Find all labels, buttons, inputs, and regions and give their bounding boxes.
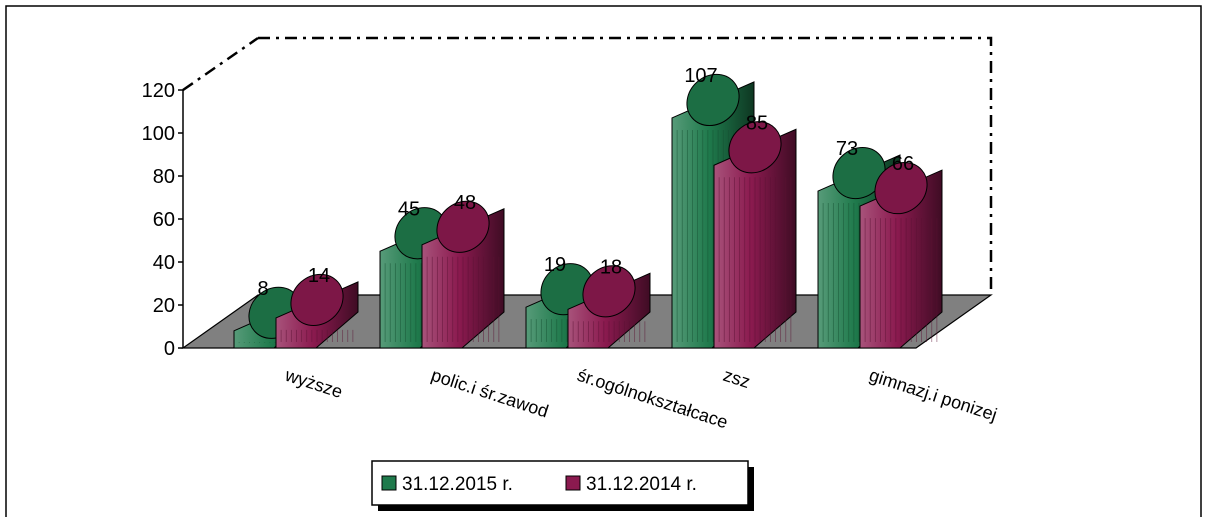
legend-swatch-2015 <box>382 476 396 490</box>
legend-label-2015: 31.12.2015 r. <box>402 474 513 495</box>
y-tick-label: 100 <box>142 123 175 145</box>
legend-label-2014: 31.12.2014 r. <box>586 474 697 495</box>
x-tick-label: polic.i śr.zawod <box>429 365 551 422</box>
data-label: 45 <box>398 198 420 220</box>
x-axis-labels: wyższe polic.i śr.zawod śr.ogólnokształcac… <box>282 364 1000 432</box>
data-label: 18 <box>600 256 622 278</box>
plot-top-diagonal <box>183 38 258 90</box>
data-label: 107 <box>684 65 717 87</box>
y-tick-label: 20 <box>153 295 175 317</box>
legend: 31.12.2015 r. 31.12.2014 r. <box>372 461 754 511</box>
legend-swatch-2014 <box>566 476 580 490</box>
data-label: 66 <box>892 153 914 175</box>
data-label: 8 <box>257 278 268 300</box>
x-tick-label: gimnazj.i ponizej <box>867 365 1000 425</box>
y-tick-label: 0 <box>164 338 175 360</box>
y-tick-label: 80 <box>153 166 175 188</box>
x-tick-label: zsz <box>721 365 753 392</box>
data-label: 14 <box>308 265 330 287</box>
data-label: 19 <box>544 254 566 276</box>
data-label: 85 <box>746 112 768 134</box>
x-tick-label: śr.ogólnokształcace <box>575 365 731 433</box>
data-label: 73 <box>836 138 858 160</box>
y-tick-label: 40 <box>153 252 175 274</box>
y-tick-label: 60 <box>153 209 175 231</box>
x-tick-label: wyższe <box>282 364 345 402</box>
data-label: 48 <box>454 192 476 214</box>
y-axis-ticks: 0 20 40 60 80 100 120 <box>142 80 183 360</box>
y-tick-label: 120 <box>142 80 175 102</box>
bars-group: 8 14 45 48 19 18 107 85 73 66 <box>234 64 942 349</box>
